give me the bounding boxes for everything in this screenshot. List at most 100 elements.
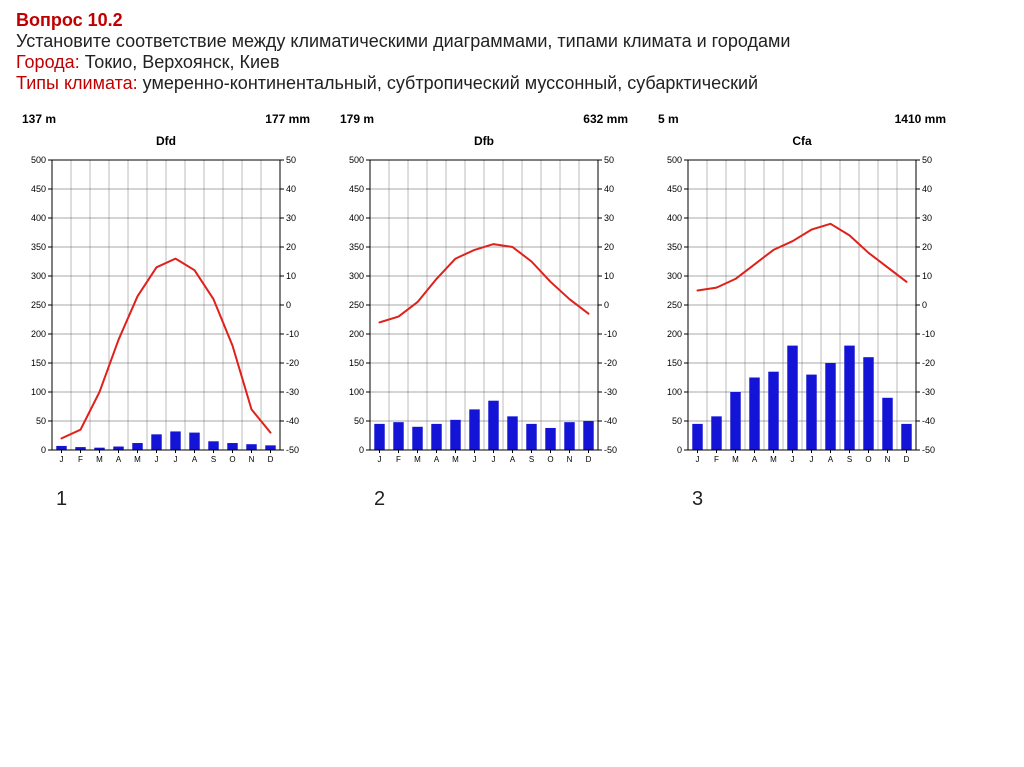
- svg-text:50: 50: [286, 155, 296, 165]
- svg-text:150: 150: [31, 358, 46, 368]
- elevation-label: 5 m: [658, 112, 679, 126]
- climate-chart: 5 m1410 mmCfa050100150200250300350400450…: [652, 112, 952, 511]
- svg-text:N: N: [567, 455, 573, 464]
- svg-text:F: F: [396, 455, 401, 464]
- svg-text:J: J: [810, 455, 814, 464]
- svg-text:M: M: [96, 455, 103, 464]
- svg-text:J: J: [791, 455, 795, 464]
- svg-text:A: A: [434, 455, 440, 464]
- svg-text:N: N: [249, 455, 255, 464]
- precip-bar: [711, 416, 721, 450]
- question-prompt: Установите соответствие между климатичес…: [16, 31, 790, 51]
- climate-svg: 050100150200250300350400450500-50-40-30-…: [16, 152, 316, 482]
- chart-header: 179 m 632 mm: [334, 112, 634, 128]
- svg-text:-50: -50: [286, 445, 299, 455]
- precip-bar: [730, 392, 740, 450]
- svg-text:M: M: [452, 455, 459, 464]
- elevation-label: 137 m: [22, 112, 56, 126]
- svg-text:O: O: [865, 455, 871, 464]
- precip-bar: [265, 445, 275, 450]
- svg-text:-40: -40: [604, 416, 617, 426]
- climate-chart: 137 m177 mmDfd05010015020025030035040045…: [16, 112, 316, 511]
- svg-text:0: 0: [286, 300, 291, 310]
- svg-text:-20: -20: [286, 358, 299, 368]
- svg-text:0: 0: [359, 445, 364, 455]
- svg-text:J: J: [60, 455, 64, 464]
- svg-text:250: 250: [31, 300, 46, 310]
- precip-bar: [806, 375, 816, 450]
- svg-text:D: D: [586, 455, 592, 464]
- precip-bar: [56, 446, 66, 450]
- svg-text:-10: -10: [604, 329, 617, 339]
- precip-bar: [545, 428, 555, 450]
- svg-text:S: S: [211, 455, 216, 464]
- climate-svg: 050100150200250300350400450500-50-40-30-…: [334, 152, 634, 482]
- svg-text:S: S: [847, 455, 852, 464]
- svg-text:J: J: [492, 455, 496, 464]
- precip-bar: [844, 346, 854, 450]
- svg-text:D: D: [904, 455, 910, 464]
- svg-text:A: A: [192, 455, 198, 464]
- svg-text:40: 40: [604, 184, 614, 194]
- svg-text:J: J: [174, 455, 178, 464]
- svg-text:300: 300: [349, 271, 364, 281]
- svg-text:-10: -10: [922, 329, 935, 339]
- chart-number: 3: [652, 488, 952, 511]
- svg-text:S: S: [529, 455, 534, 464]
- question-title: Вопрос 10.2: [16, 10, 123, 30]
- svg-text:-20: -20: [604, 358, 617, 368]
- svg-text:-50: -50: [922, 445, 935, 455]
- precip-bar: [526, 424, 536, 450]
- cities-label: Города:: [16, 52, 80, 72]
- precip-bar: [113, 447, 123, 450]
- svg-text:-30: -30: [286, 387, 299, 397]
- precip-bar: [749, 378, 759, 451]
- svg-text:-40: -40: [922, 416, 935, 426]
- svg-text:50: 50: [672, 416, 682, 426]
- svg-text:-30: -30: [922, 387, 935, 397]
- precip-bar: [450, 420, 460, 450]
- svg-text:50: 50: [36, 416, 46, 426]
- chart-number: 1: [16, 488, 316, 511]
- svg-text:300: 300: [667, 271, 682, 281]
- precip-bar: [583, 421, 593, 450]
- svg-text:250: 250: [349, 300, 364, 310]
- svg-text:200: 200: [31, 329, 46, 339]
- svg-text:N: N: [885, 455, 891, 464]
- svg-text:40: 40: [286, 184, 296, 194]
- svg-text:250: 250: [667, 300, 682, 310]
- svg-text:40: 40: [922, 184, 932, 194]
- svg-text:400: 400: [31, 213, 46, 223]
- svg-text:J: J: [378, 455, 382, 464]
- climate-code: Dfb: [334, 134, 634, 148]
- precip-bar: [787, 346, 797, 450]
- chart-header: 137 m 177 mm: [16, 112, 316, 128]
- svg-text:A: A: [510, 455, 516, 464]
- chart-header: 5 m1410 mm: [652, 112, 952, 128]
- precip-bar: [151, 434, 161, 450]
- svg-text:J: J: [696, 455, 700, 464]
- precip-bar: [564, 422, 574, 450]
- svg-text:100: 100: [667, 387, 682, 397]
- svg-text:-30: -30: [604, 387, 617, 397]
- svg-text:A: A: [752, 455, 758, 464]
- svg-text:20: 20: [922, 242, 932, 252]
- svg-text:20: 20: [604, 242, 614, 252]
- precip-total-label: 632 mm: [583, 112, 628, 126]
- climate-code: Dfd: [16, 134, 316, 148]
- svg-text:350: 350: [349, 242, 364, 252]
- precip-total-label: 177 mm: [265, 112, 310, 126]
- svg-text:D: D: [268, 455, 274, 464]
- svg-text:150: 150: [667, 358, 682, 368]
- svg-text:J: J: [155, 455, 159, 464]
- svg-text:200: 200: [667, 329, 682, 339]
- svg-text:-40: -40: [286, 416, 299, 426]
- svg-text:100: 100: [31, 387, 46, 397]
- svg-text:30: 30: [604, 213, 614, 223]
- svg-text:30: 30: [286, 213, 296, 223]
- svg-text:450: 450: [349, 184, 364, 194]
- svg-text:20: 20: [286, 242, 296, 252]
- elevation-label: 179 m: [340, 112, 374, 126]
- svg-text:500: 500: [349, 155, 364, 165]
- svg-text:10: 10: [604, 271, 614, 281]
